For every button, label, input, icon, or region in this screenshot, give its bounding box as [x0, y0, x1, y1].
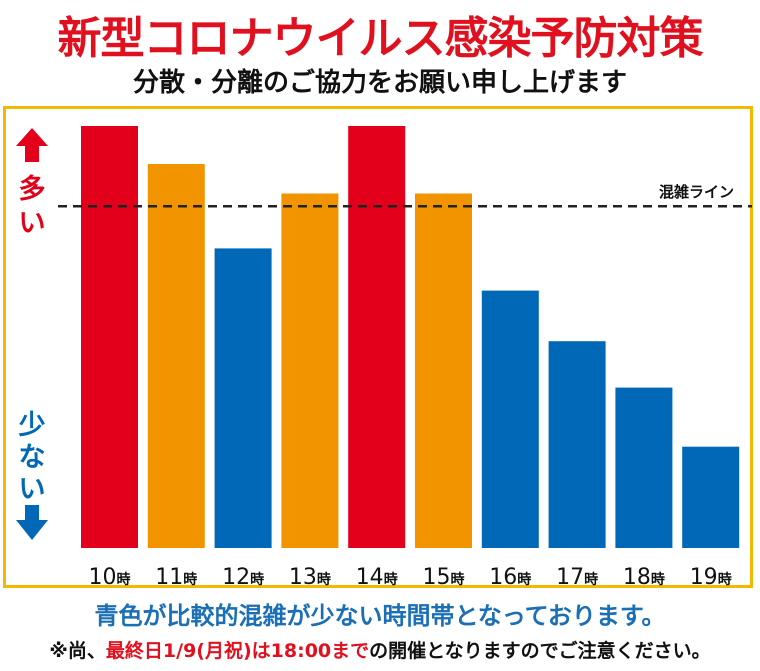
footer-note-prefix: ※尚、: [49, 640, 106, 662]
bar-16時: [481, 290, 539, 548]
page-title: 新型コロナウイルス感染予防対策: [57, 13, 704, 64]
bar-17時: [548, 341, 606, 548]
x-tick-label: 16時: [489, 565, 531, 590]
footer-note-sub: ※尚、最終日1/9(月祝)は18:00までの開催となりますのでご注意ください。: [0, 636, 760, 663]
bar-14時: [348, 126, 406, 548]
x-tick-label: 18時: [623, 565, 665, 590]
many-label-char-2: い: [19, 208, 46, 239]
bar-15時: [415, 193, 472, 548]
x-tick-label: 11時: [155, 565, 197, 590]
arrow-up-icon: [16, 128, 48, 162]
congestion-line-label: 混雑ライン: [659, 183, 734, 201]
x-tick-label: 10時: [89, 565, 131, 590]
footer-note-main: 青色が比較的混雑が少ない時間帯となっております。: [94, 602, 666, 630]
x-tick-label: 13時: [289, 565, 331, 590]
footer-note-suffix: の開催となりますのでご注意ください。: [369, 640, 711, 662]
bar-18時: [615, 387, 673, 548]
many-label-char-1: 多: [19, 174, 46, 205]
arrow-down-icon: [16, 505, 48, 540]
x-tick-label: 15時: [423, 565, 465, 590]
bar-19時: [682, 446, 740, 548]
busy-time-bar-chart: 多 い 少 な い 10時 11時 12時 13時 14時 15時 16時 17時 18時 19時…: [16, 126, 752, 590]
few-label-char-3: い: [19, 474, 46, 505]
page-subtitle: 分散・分離のご協力をお願い申し上げます: [132, 68, 627, 98]
bar-10時: [81, 126, 138, 548]
x-tick-label: 19時: [690, 565, 732, 590]
x-tick-label: 17時: [556, 565, 598, 590]
bar-11時: [147, 164, 205, 548]
footer-note-highlight: 最終日1/9(月祝)は18:00まで: [105, 640, 370, 662]
few-label-char-1: 少: [19, 410, 46, 441]
bar-13時: [281, 193, 339, 548]
x-tick-label: 12時: [222, 565, 264, 590]
x-tick-label: 14時: [356, 565, 398, 590]
bar-12時: [214, 248, 272, 548]
few-label-char-2: な: [19, 442, 46, 473]
